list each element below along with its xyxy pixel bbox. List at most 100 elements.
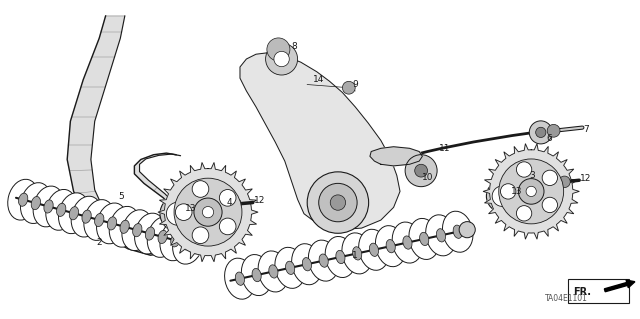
Circle shape — [228, 198, 241, 211]
Ellipse shape — [122, 210, 153, 250]
Ellipse shape — [20, 183, 51, 224]
Circle shape — [542, 197, 557, 213]
Polygon shape — [483, 144, 579, 239]
Text: 5: 5 — [119, 192, 124, 201]
Text: 8: 8 — [292, 42, 297, 51]
Circle shape — [529, 121, 552, 144]
Ellipse shape — [71, 196, 102, 237]
Circle shape — [518, 179, 544, 204]
Circle shape — [194, 198, 222, 226]
Circle shape — [175, 204, 192, 220]
Text: 3: 3 — [530, 171, 535, 180]
Ellipse shape — [97, 203, 127, 244]
Circle shape — [187, 238, 204, 254]
Circle shape — [516, 206, 532, 221]
Ellipse shape — [426, 215, 456, 256]
Ellipse shape — [285, 261, 295, 274]
Ellipse shape — [342, 233, 372, 274]
Circle shape — [559, 176, 570, 188]
Ellipse shape — [225, 258, 255, 299]
Circle shape — [192, 227, 209, 244]
Ellipse shape — [33, 186, 64, 227]
Bar — [568, 279, 629, 303]
Circle shape — [274, 51, 289, 67]
Ellipse shape — [171, 234, 180, 247]
Polygon shape — [67, 16, 189, 255]
Ellipse shape — [31, 197, 40, 210]
Ellipse shape — [184, 237, 193, 250]
Ellipse shape — [436, 229, 445, 242]
Ellipse shape — [376, 226, 406, 267]
Ellipse shape — [420, 232, 429, 246]
Ellipse shape — [95, 213, 104, 226]
Circle shape — [220, 189, 236, 206]
Ellipse shape — [19, 193, 28, 206]
Ellipse shape — [292, 244, 322, 285]
Circle shape — [267, 38, 290, 61]
Text: 10: 10 — [422, 173, 433, 182]
Ellipse shape — [453, 225, 462, 238]
Circle shape — [319, 183, 357, 222]
Ellipse shape — [160, 220, 191, 261]
Ellipse shape — [109, 206, 140, 247]
Text: 2: 2 — [97, 238, 102, 247]
Ellipse shape — [120, 220, 129, 234]
Ellipse shape — [302, 258, 312, 271]
Circle shape — [166, 202, 189, 225]
Text: 14: 14 — [313, 75, 324, 84]
Circle shape — [266, 43, 298, 75]
Ellipse shape — [84, 200, 115, 241]
Ellipse shape — [58, 193, 90, 234]
Ellipse shape — [252, 268, 261, 282]
Polygon shape — [158, 163, 258, 262]
Ellipse shape — [386, 240, 396, 253]
Text: TA04E1101: TA04E1101 — [545, 294, 588, 303]
Ellipse shape — [325, 236, 356, 278]
Circle shape — [192, 181, 209, 197]
Circle shape — [500, 184, 516, 199]
Circle shape — [174, 178, 242, 246]
Ellipse shape — [275, 247, 305, 288]
Circle shape — [220, 218, 236, 235]
Ellipse shape — [353, 247, 362, 260]
Ellipse shape — [258, 251, 289, 292]
Ellipse shape — [403, 236, 412, 249]
Polygon shape — [240, 53, 400, 230]
Text: 1: 1 — [353, 251, 358, 260]
Ellipse shape — [158, 230, 167, 243]
Ellipse shape — [69, 207, 79, 220]
Circle shape — [486, 180, 518, 212]
Ellipse shape — [82, 210, 92, 223]
Circle shape — [307, 172, 369, 233]
Circle shape — [526, 186, 536, 197]
Ellipse shape — [369, 243, 378, 256]
Ellipse shape — [336, 250, 345, 263]
Ellipse shape — [134, 213, 165, 254]
Circle shape — [547, 124, 560, 137]
Circle shape — [415, 164, 428, 177]
Ellipse shape — [319, 254, 328, 267]
Ellipse shape — [392, 222, 423, 263]
Text: 13: 13 — [185, 204, 196, 213]
Ellipse shape — [145, 227, 155, 240]
Ellipse shape — [8, 179, 38, 220]
Text: 7: 7 — [583, 125, 588, 134]
Ellipse shape — [241, 255, 272, 296]
Ellipse shape — [236, 272, 244, 285]
FancyArrow shape — [604, 280, 635, 292]
Ellipse shape — [173, 223, 204, 264]
Text: 12: 12 — [253, 196, 265, 205]
Ellipse shape — [409, 219, 440, 259]
Circle shape — [330, 195, 346, 210]
Text: 13: 13 — [511, 187, 523, 196]
Ellipse shape — [442, 211, 473, 252]
Ellipse shape — [132, 224, 142, 237]
Polygon shape — [370, 147, 422, 166]
Circle shape — [202, 206, 214, 218]
Ellipse shape — [147, 217, 178, 257]
Ellipse shape — [46, 189, 77, 230]
Circle shape — [542, 170, 557, 186]
Circle shape — [516, 162, 532, 177]
Text: 9: 9 — [353, 80, 358, 89]
Ellipse shape — [358, 229, 389, 270]
